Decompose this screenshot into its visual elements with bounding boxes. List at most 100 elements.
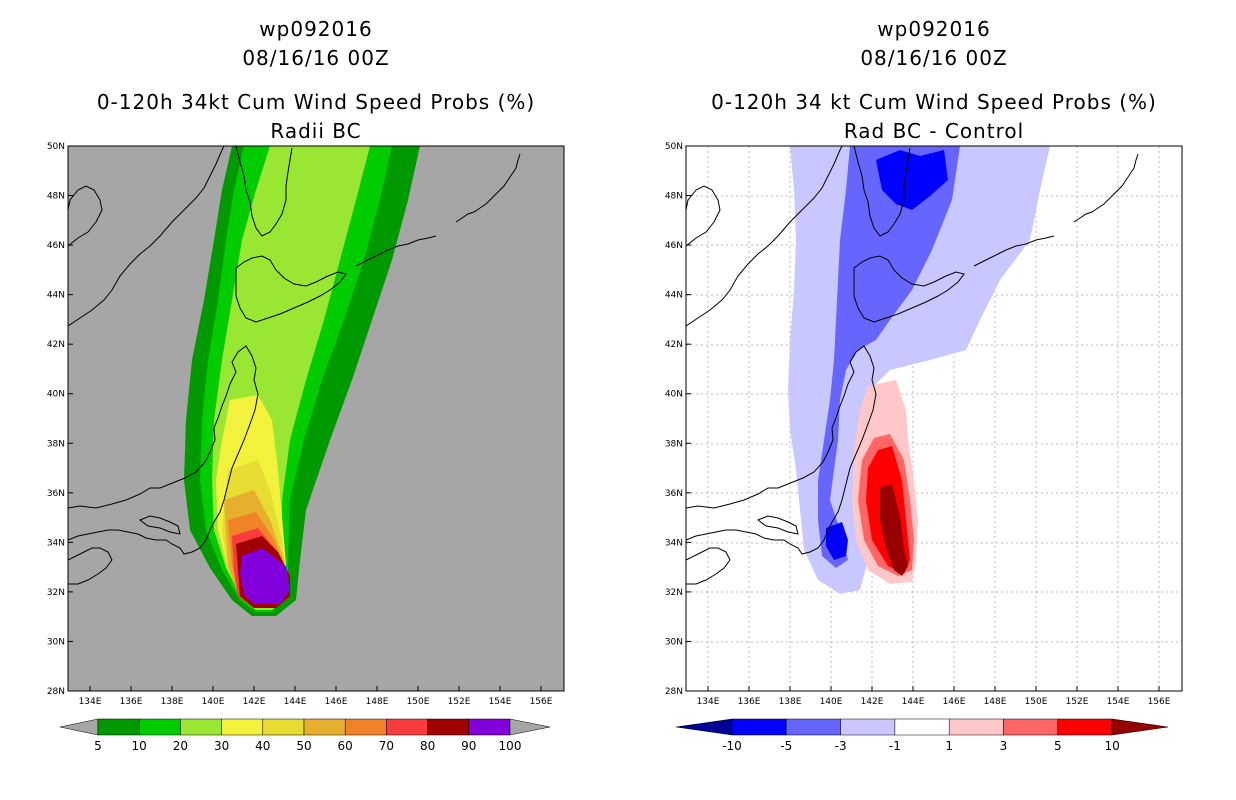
left-colorbar-label: 90 [461,739,476,753]
right-lon-label: 156E [1148,697,1171,707]
left-colorbar-label: 40 [255,739,270,753]
left-lat-label: 38N [47,439,65,449]
left-colorbar-label: 100 [499,739,522,753]
right-lon-label: 142E [861,697,884,707]
right-title: 0-120h 34 kt Cum Wind Speed Probs (%) [711,90,1157,114]
left-lat-label: 50N [47,142,65,152]
right-lat-label: 34N [665,538,683,548]
left-datetime: 08/16/16 00Z [242,46,390,70]
left-lon-label: 152E [448,697,471,707]
right-lon-label: 136E [738,697,761,707]
left-colorbar-box [468,718,511,736]
right-colorbar-label: 1 [945,739,953,753]
right-lat-label: 44N [665,291,683,301]
right-colorbar-box [894,718,950,736]
right-colorbar-label: -5 [780,739,792,753]
right-lat-label: 32N [665,588,683,598]
right-colorbar-box [1003,718,1059,736]
right-colorbar-high-arrow [1111,718,1169,736]
left-lon-label: 138E [161,697,184,707]
right-colorbar-box [948,718,1004,736]
left-colorbar-low-arrow [59,718,99,736]
left-lon-label: 134E [79,697,102,707]
left-storm-id: wp092016 [259,17,373,41]
right-lat-label: 36N [665,489,683,499]
right-colorbar-label: 5 [1054,739,1062,753]
right-lat-label: 50N [665,142,683,152]
left-lat-label: 36N [47,489,65,499]
left-lon-label: 148E [366,697,389,707]
left-lon-label: 156E [530,697,553,707]
right-lon-label: 140E [820,697,843,707]
right-lon-label: 146E [943,697,966,707]
right-lat-label: 42N [665,340,683,350]
left-lon-label: 154E [489,697,512,707]
left-colorbar-label: 60 [338,739,353,753]
left-lat-label: 48N [47,192,65,202]
right-colorbar-box [731,718,787,736]
right-lon-label: 154E [1107,697,1130,707]
left-lat-label: 44N [47,291,65,301]
left-colorbar-box [427,718,470,736]
right-colorbar-box [1057,718,1113,736]
left-colorbar-box [221,718,264,736]
left-colorbar: 5 10 20 30 40 50 60 70 80 90 100 [59,718,551,753]
left-colorbar-box [180,718,222,736]
right-lon-label: 144E [902,697,925,707]
right-colorbar: -10 -5 -3 -1 1 3 5 10 [675,718,1169,753]
left-lat-label: 28N [47,687,65,697]
left-lat-label: 32N [47,588,65,598]
left-colorbar-box [97,718,140,736]
left-lon-label: 140E [202,697,225,707]
left-lon-label: 142E [243,697,266,707]
right-colorbar-box [786,718,841,736]
right-lat-label: 46N [665,241,683,251]
left-map: 134E 136E 138E 140E 142E 144E 146E 148E 150E 152E… [47,142,565,707]
left-colorbar-high-arrow [509,718,551,736]
left-lat-label: 40N [47,390,65,400]
left-colorbar-box [262,718,305,736]
right-lon-label: 148E [984,697,1007,707]
left-subtitle: Radii BC [270,119,362,143]
right-storm-id: wp092016 [877,17,991,41]
left-colorbar-label: 20 [173,739,188,753]
left-colorbar-label: 50 [296,739,311,753]
left-colorbar-label: 80 [420,739,435,753]
left-lat-label: 30N [47,637,65,647]
right-map-frame [685,145,1183,692]
right-lon-label: 138E [779,697,802,707]
right-lon-label: 152E [1066,697,1089,707]
right-lat-label: 30N [665,637,683,647]
right-colorbar-label: -1 [889,739,901,753]
right-colorbar-label: -3 [835,739,847,753]
right-colorbar-low-arrow [675,718,733,736]
right-colorbar-label: -10 [722,739,742,753]
left-lon-label: 146E [325,697,348,707]
left-colorbar-box [386,718,428,736]
right-colorbar-label: 3 [1000,739,1008,753]
right-lat-label: 48N [665,192,683,202]
left-colorbar-label: 30 [214,739,229,753]
right-lat-label: 40N [665,390,683,400]
right-lat-label: 28N [665,687,683,697]
right-colorbar-box [840,718,896,736]
left-lat-label: 42N [47,340,65,350]
left-colorbar-box [344,718,387,736]
right-lat-label: 38N [665,439,683,449]
right-colorbar-label: 10 [1104,739,1119,753]
left-colorbar-label: 70 [379,739,394,753]
right-difference-field [686,146,1182,691]
left-title: 0-120h 34kt Cum Wind Speed Probs (%) [96,90,536,114]
right-lon-label: 134E [697,697,720,707]
left-colorbar-label: 5 [94,739,102,753]
right-subtitle: Rad BC - Control [843,119,1025,143]
right-datetime: 08/16/16 00Z [860,46,1008,70]
left-lon-label: 150E [407,697,430,707]
right-map: 134E 136E 138E 140E 142E 144E 146E 148E 150E 152E… [665,142,1183,707]
right-lon-label: 150E [1025,697,1048,707]
left-map-frame [67,145,565,692]
left-colorbar-label: 10 [132,739,147,753]
left-lat-label: 34N [47,538,65,548]
left-probability-swath [68,146,521,616]
